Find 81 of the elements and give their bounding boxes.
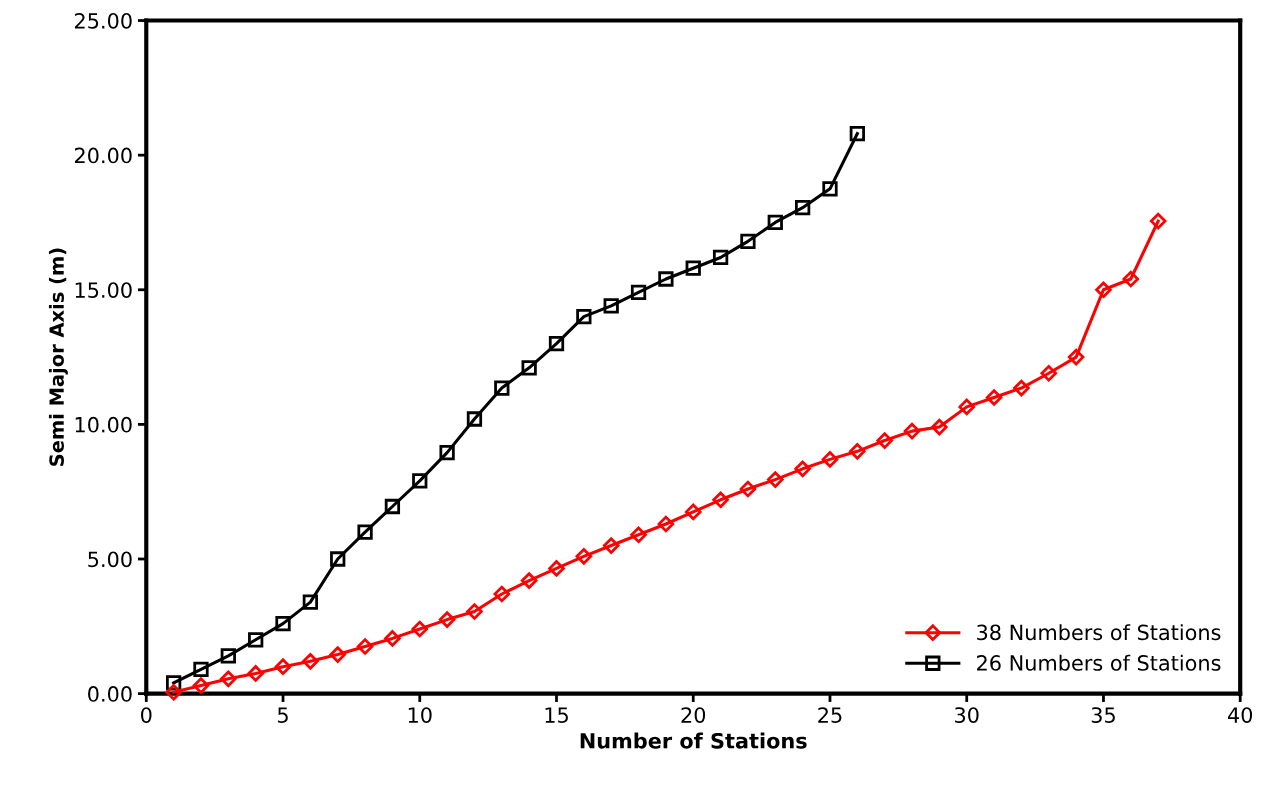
point [412, 473, 428, 489]
point [247, 665, 264, 682]
point [658, 271, 674, 287]
point [849, 443, 866, 460]
point [384, 498, 401, 515]
point [1122, 270, 1140, 288]
point [439, 445, 455, 461]
point [684, 503, 702, 521]
point [849, 125, 865, 142]
point [630, 284, 647, 301]
point [192, 677, 210, 694]
point [248, 632, 264, 648]
y-axis-title: Semi Major Axis (m) [48, 248, 68, 466]
point [356, 638, 374, 655]
x-tick-label: 40 [1227, 707, 1253, 723]
point [275, 615, 291, 632]
point [466, 411, 483, 427]
point [548, 560, 565, 577]
y-tick-label: 15.00 [75, 282, 132, 298]
legend-label: 26 Numbers of Stations [977, 654, 1221, 671]
point [822, 181, 838, 197]
point [1040, 364, 1058, 382]
point [548, 335, 565, 352]
point [767, 214, 783, 231]
x-tick-label: 10 [408, 707, 432, 723]
point [466, 603, 483, 620]
point [357, 524, 373, 540]
point [602, 537, 620, 554]
y-tick-label: 10.00 [75, 416, 132, 433]
point [1067, 348, 1085, 366]
point [438, 611, 456, 628]
point [931, 418, 948, 436]
point [493, 585, 511, 603]
y-tick-label: 25.00 [74, 12, 132, 29]
point [302, 594, 319, 610]
x-tick-label: 35 [1091, 707, 1115, 723]
point [521, 360, 537, 376]
point [712, 491, 729, 509]
point [302, 653, 319, 670]
point [740, 233, 756, 249]
point [193, 661, 209, 678]
point [985, 389, 1003, 406]
point [794, 200, 811, 216]
point [330, 551, 346, 567]
point [494, 380, 510, 396]
point [1013, 379, 1030, 397]
point [274, 658, 292, 675]
point [220, 670, 237, 688]
point [739, 480, 757, 498]
point [1149, 212, 1167, 230]
point [685, 260, 701, 276]
x-tick-label: 30 [955, 707, 979, 723]
point [958, 398, 975, 416]
point [876, 432, 893, 449]
x-tick-label: 5 [278, 707, 288, 723]
point [220, 648, 236, 664]
point [794, 460, 811, 478]
point [576, 309, 592, 325]
point [165, 684, 182, 701]
y-tick-label: 0.00 [88, 686, 132, 702]
point [903, 422, 921, 440]
legend-label: 38 Numbers of Stations [977, 624, 1221, 641]
x-tick-label: 0 [141, 707, 152, 723]
point [767, 471, 784, 488]
x-axis-title: Number of Stations [580, 732, 807, 749]
x-tick-label: 20 [681, 707, 706, 723]
point [630, 526, 647, 544]
y-tick-label: 20.00 [74, 147, 132, 164]
x-tick-label: 25 [818, 707, 842, 723]
point [1095, 281, 1112, 299]
point [384, 630, 401, 647]
point [575, 548, 593, 565]
point [603, 298, 619, 314]
point [821, 451, 839, 468]
point [657, 515, 675, 533]
y-tick-label: 5.00 [88, 551, 132, 568]
point [329, 646, 346, 663]
point [520, 572, 538, 589]
point [712, 249, 729, 266]
point [411, 620, 429, 638]
x-tick-label: 15 [545, 707, 568, 723]
